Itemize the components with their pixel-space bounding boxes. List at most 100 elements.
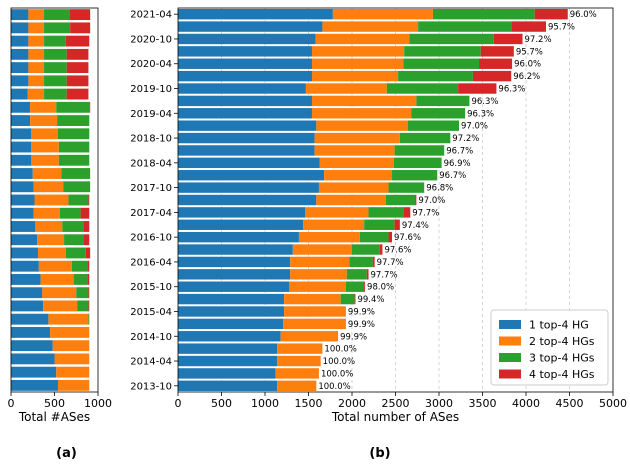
y-tick-label: 2014-04 xyxy=(130,357,172,368)
panel-label-a: (a) xyxy=(56,446,77,461)
bar-segment xyxy=(314,132,400,144)
bar-segment xyxy=(11,88,28,100)
bar-segment xyxy=(28,9,45,21)
legend-swatch xyxy=(499,369,521,379)
bar-segment xyxy=(178,355,278,367)
bar-segment xyxy=(178,120,317,131)
bar-segment xyxy=(178,219,304,230)
bar-segment xyxy=(493,33,523,45)
bar-segment xyxy=(88,194,90,206)
bar-segment xyxy=(359,231,389,243)
bar-segment xyxy=(364,219,395,230)
bar-segment xyxy=(178,331,281,342)
bar-segment xyxy=(178,132,315,144)
bar-segment xyxy=(349,256,373,268)
percent-label: 97.2% xyxy=(452,134,479,144)
bar-segment xyxy=(27,88,45,100)
bar-segment xyxy=(11,194,35,206)
bar-segment xyxy=(292,244,352,255)
x-tick-label: 0 xyxy=(175,397,182,410)
legend-swatch xyxy=(499,336,521,346)
bar-segment xyxy=(472,70,512,82)
bar-segment xyxy=(70,22,91,34)
bar-segment xyxy=(346,269,367,280)
bar-segment xyxy=(44,35,66,47)
bar-segment xyxy=(73,274,88,285)
bar-segment xyxy=(364,281,366,292)
bar-segment xyxy=(11,9,29,21)
bar-segment xyxy=(11,48,29,60)
bar-segment xyxy=(56,366,90,378)
bar-segment xyxy=(178,368,276,379)
bar-segment xyxy=(48,313,89,325)
percent-label: 99.4% xyxy=(357,295,384,305)
bar-segment xyxy=(88,313,90,325)
bar-segment xyxy=(11,353,55,365)
bar-segment xyxy=(178,244,293,255)
y-tick-label: 2015-04 xyxy=(130,307,172,318)
bar-segment xyxy=(66,48,89,60)
bar-segment xyxy=(83,221,90,232)
bar-segment xyxy=(289,281,346,292)
bar-segment xyxy=(403,207,411,218)
bar-segment xyxy=(178,108,312,119)
bar-segment xyxy=(372,256,375,268)
bar-segment xyxy=(178,306,285,317)
bar-segment xyxy=(178,95,312,107)
bar-segment xyxy=(11,141,32,153)
bar-segment xyxy=(332,8,433,20)
bar-segment xyxy=(379,244,383,255)
bar-segment xyxy=(28,75,45,87)
bar-segment xyxy=(403,58,480,69)
y-tick-label: 2019-04 xyxy=(130,109,172,120)
bar-segment xyxy=(11,115,31,126)
bar-segment xyxy=(283,318,346,330)
bar-segment xyxy=(58,154,90,166)
bar-segment xyxy=(178,194,317,206)
percent-label: 99.9% xyxy=(348,307,375,317)
y-tick-label: 2013-10 xyxy=(130,381,172,392)
bar-segment xyxy=(345,281,365,292)
bar-segment xyxy=(393,157,442,169)
bar-segment xyxy=(40,274,74,285)
legend: 1 top-4 HG 2 top-4 HGs 3 top-4 HGs 4 top-4 … xyxy=(490,309,609,386)
bar-segment xyxy=(298,231,360,243)
bar-segment xyxy=(178,269,291,280)
bar-segment xyxy=(290,269,347,280)
bar-segment xyxy=(178,157,320,169)
bar-segment xyxy=(392,170,438,181)
bar-segment xyxy=(38,260,72,272)
bar-segment xyxy=(11,35,29,47)
bar-segment xyxy=(52,340,90,352)
bar-segment xyxy=(318,182,389,193)
bar-segment xyxy=(275,368,319,379)
bar-segment xyxy=(178,318,284,330)
percent-label: 97.2% xyxy=(525,35,552,45)
bar-segment xyxy=(399,132,451,144)
bar-segment xyxy=(42,287,77,299)
bar-segment xyxy=(37,234,65,246)
bar-segment xyxy=(178,145,315,156)
percent-label: 96.9% xyxy=(444,159,471,169)
x-tick-label: 5000 xyxy=(599,397,627,410)
bar-segment xyxy=(280,331,339,342)
bar-segment xyxy=(411,108,466,119)
percent-label: 97.7% xyxy=(412,208,439,218)
percent-label: 99.9% xyxy=(348,320,375,330)
bar-segment xyxy=(11,154,32,166)
bar-segment xyxy=(178,343,278,354)
bar-segment xyxy=(480,46,514,57)
y-tick-label: 2019-10 xyxy=(130,84,172,95)
percent-label: 97.6% xyxy=(384,246,411,256)
x-tick-label: 2500 xyxy=(382,397,410,410)
bar-segment xyxy=(404,46,481,57)
bar-segment xyxy=(178,83,306,94)
percent-label: 95.7% xyxy=(548,23,575,33)
x-tick-label: 1000 xyxy=(251,397,279,410)
y-tick-label: 2015-10 xyxy=(130,282,172,293)
bar-segment xyxy=(28,62,45,74)
bar-segment xyxy=(11,379,58,391)
bar-segment xyxy=(311,95,417,107)
percent-label: 96.0% xyxy=(514,60,541,70)
bar-segment xyxy=(432,8,535,20)
